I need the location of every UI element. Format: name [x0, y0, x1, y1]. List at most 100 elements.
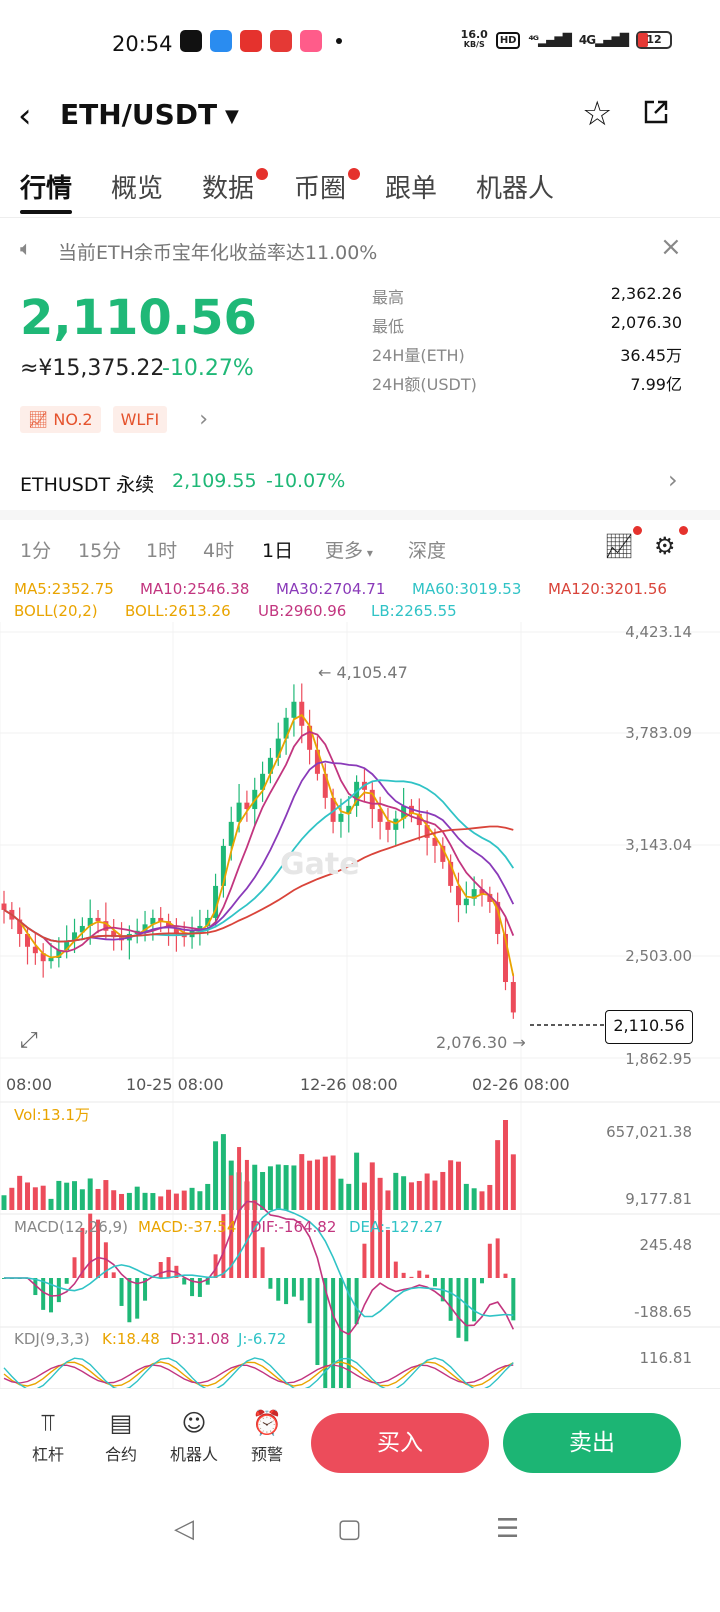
- ma30-label: MA30:2704.71: [276, 580, 386, 598]
- volume-bar: [354, 1152, 360, 1210]
- candle-body: [479, 889, 485, 894]
- macd-histogram-bar: [252, 1200, 257, 1278]
- tab-data[interactable]: 数据: [202, 174, 255, 204]
- contract-button[interactable]: ▤ 合约: [91, 1409, 151, 1465]
- cny-price: ≈¥15,375.22: [20, 356, 165, 381]
- volume-bar: [17, 1175, 23, 1210]
- candle-body: [213, 885, 219, 918]
- macd-histogram-bar: [503, 1273, 508, 1278]
- volume-bar: [424, 1173, 430, 1210]
- candle-body: [25, 933, 31, 947]
- kline-chart[interactable]: 4,423.14 3,783.09 3,143.04 2,503.00 1,862.95…: [0, 622, 720, 1388]
- macd-histogram-bar: [378, 1193, 383, 1278]
- interval-1m[interactable]: 1分: [20, 540, 52, 562]
- interval-more[interactable]: 更多 ▾: [325, 540, 373, 562]
- interval-1d[interactable]: 1日: [262, 540, 294, 562]
- volume-bar: [361, 1182, 367, 1210]
- macd-histogram-bar: [487, 1243, 492, 1278]
- leverage-button[interactable]: ⫪ 杠杆: [18, 1409, 78, 1465]
- interval-1h[interactable]: 1时: [146, 540, 178, 562]
- macd-histogram-bar: [221, 1214, 226, 1278]
- chevron-right-icon[interactable]: ›: [668, 466, 678, 494]
- macd-histogram-bar: [495, 1238, 500, 1278]
- candle-body: [158, 917, 164, 922]
- chevron-left-icon[interactable]: ‹: [18, 96, 32, 136]
- candle-body: [346, 805, 352, 814]
- interval-4h[interactable]: 4时: [203, 540, 235, 562]
- pair-title[interactable]: ETH/USDT: [60, 98, 218, 131]
- candle-body: [48, 957, 54, 962]
- nav-menu-icon[interactable]: ☰: [496, 1514, 520, 1544]
- indicator-icon[interactable]: 📈︎: [604, 532, 635, 560]
- app-icon-blue: [210, 30, 232, 52]
- macd-label: DIF:-164.82: [250, 1218, 336, 1236]
- candle-body: [275, 738, 281, 758]
- chevron-right-icon[interactable]: ›: [199, 407, 209, 432]
- nav-back-icon[interactable]: ◁: [174, 1514, 194, 1544]
- kdj-k-line: [3, 1361, 514, 1387]
- tab-active-underline: [20, 210, 72, 214]
- macd-histogram-bar: [448, 1278, 453, 1321]
- last-price-box: 2,110.56: [605, 1010, 693, 1044]
- volume-bar: [401, 1176, 407, 1210]
- share-icon[interactable]: [642, 98, 670, 126]
- sell-button[interactable]: 卖出: [503, 1413, 681, 1473]
- volume-bar: [510, 1154, 516, 1210]
- interval-depth[interactable]: 深度: [408, 540, 447, 562]
- tab-bot[interactable]: 机器人: [476, 174, 555, 204]
- volume-bar: [463, 1183, 469, 1210]
- volume-bar: [432, 1180, 438, 1210]
- volume-bar: [393, 1172, 399, 1210]
- candle-body: [228, 821, 234, 846]
- macd-dea-line: [4, 1207, 514, 1318]
- candle-body: [236, 802, 242, 822]
- rank-tag[interactable]: 📈︎ NO.2: [20, 406, 101, 433]
- perpetual-price: 2,109.55: [172, 470, 257, 492]
- macd-histogram-bar: [127, 1278, 132, 1323]
- macd-histogram-bar: [307, 1278, 312, 1324]
- caret-down-icon[interactable]: ▼: [225, 106, 239, 127]
- macd-histogram-bar: [346, 1278, 351, 1388]
- tab-market[interactable]: 行情: [20, 174, 73, 204]
- macd-histogram-bar: [456, 1278, 461, 1338]
- macd-histogram-bar: [119, 1278, 124, 1306]
- expand-icon[interactable]: ⤢: [20, 1028, 38, 1053]
- tab-overview[interactable]: 概览: [111, 174, 164, 204]
- notice-banner[interactable]: 🔈︎ 当前ETH余币宝年化收益率达11.00% ×: [0, 228, 720, 272]
- nav-home-icon[interactable]: ▢: [337, 1514, 362, 1544]
- token-tag[interactable]: WLFI: [112, 406, 168, 433]
- tag-row: 📈︎ NO.2 WLFI ›: [20, 406, 208, 433]
- alarm-button[interactable]: ⏰ 预警: [237, 1409, 297, 1465]
- volume-bar: [448, 1160, 454, 1210]
- speaker-icon: 🔈︎: [20, 236, 32, 260]
- star-outline-icon[interactable]: ☆: [582, 94, 613, 134]
- low-marker: 2,076.30 →: [436, 1033, 526, 1052]
- volume-axis-label: 657,021.38: [606, 1123, 692, 1141]
- tab-copytrade[interactable]: 跟单: [385, 174, 438, 204]
- x-axis-label: 12-26 08:00: [300, 1075, 398, 1094]
- candle-body: [322, 773, 328, 798]
- macd-histogram-bar: [205, 1278, 210, 1285]
- status-right: 16.0 KB/S HD ⁴ᴳ▂▄▆█ 4G▂▄▆█ 12: [461, 29, 672, 50]
- candle-body: [103, 921, 109, 931]
- macd-histogram-bar: [417, 1270, 422, 1278]
- macd-histogram-bar: [103, 1242, 108, 1278]
- volume-bar: [48, 1198, 54, 1210]
- interval-15m[interactable]: 15分: [78, 540, 122, 562]
- settings-icon[interactable]: ⚙: [654, 532, 676, 560]
- ma10-label: MA10:2546.38: [140, 580, 250, 598]
- tab-community[interactable]: 币圈: [294, 174, 347, 204]
- status-bar: 20:54 16.0 KB/S HD ⁴ᴳ▂▄▆█ 4G▂▄▆█ 12: [0, 0, 720, 90]
- alarm-icon: ⏰: [252, 1409, 282, 1437]
- candle-body: [299, 701, 305, 726]
- volume-bar: [471, 1188, 477, 1210]
- volume-bar: [440, 1171, 446, 1210]
- close-icon[interactable]: ×: [660, 232, 682, 262]
- buy-button[interactable]: 买入: [311, 1413, 489, 1473]
- perpetual-row[interactable]: ETHUSDT 永续 2,109.55 -10.07% ›: [20, 466, 710, 497]
- macd-axis-label: -188.65: [634, 1303, 692, 1321]
- volume-bar: [369, 1162, 375, 1210]
- robot-button[interactable]: ☺ 机器人: [164, 1409, 224, 1465]
- candle-body: [314, 749, 320, 774]
- volume-bar: [283, 1165, 289, 1210]
